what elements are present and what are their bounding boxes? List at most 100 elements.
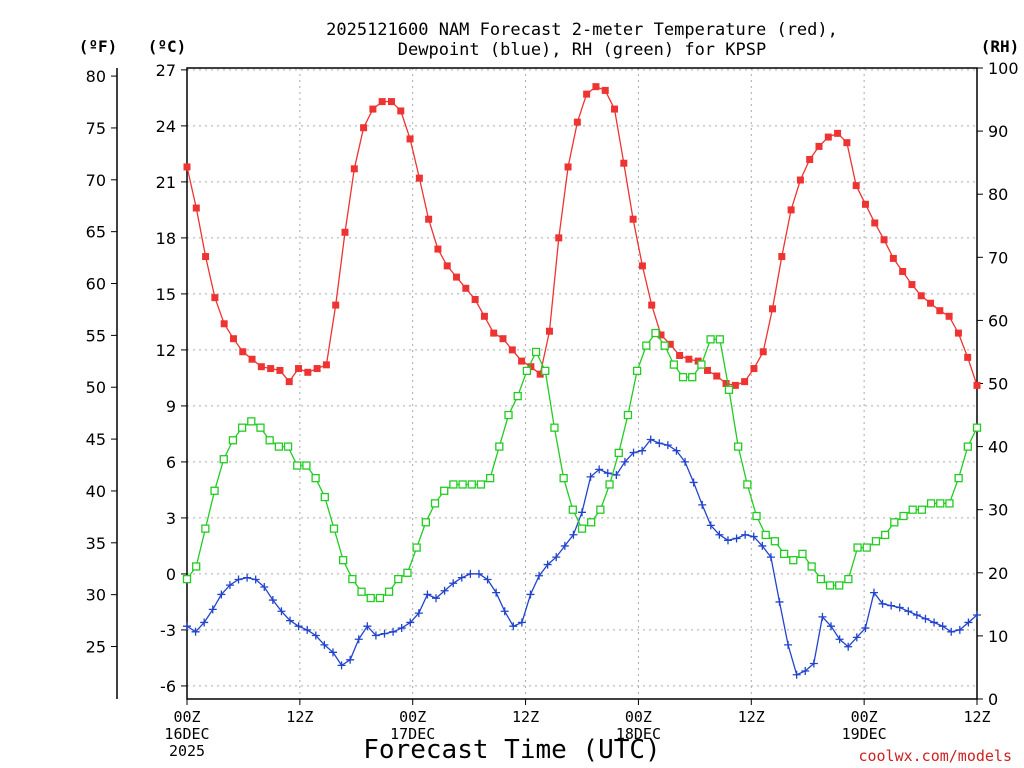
rh-point — [550, 423, 559, 432]
dewpoint-point — [861, 624, 870, 633]
celsius-tick-label: 3 — [166, 509, 176, 528]
temperature-point — [267, 365, 275, 373]
temperature-point — [861, 200, 869, 208]
dewpoint-point — [234, 575, 243, 584]
dewpoint-point — [268, 596, 277, 605]
x-tick-label: 12Z — [512, 708, 539, 726]
dewpoint-point — [698, 500, 707, 509]
temperature-point — [824, 133, 832, 141]
dewpoint-point — [895, 603, 904, 612]
rh-point — [899, 511, 908, 521]
temperature-point — [434, 245, 442, 253]
dewpoint-point — [921, 614, 930, 623]
dewpoint-point — [380, 629, 389, 638]
rh-point — [890, 518, 899, 527]
fahrenheit-tick-label: 60 — [86, 275, 106, 294]
temperature-point — [192, 204, 200, 212]
temperature-point — [945, 312, 953, 320]
dewpoint-point — [552, 553, 561, 562]
rh-point — [412, 543, 421, 552]
rh-point — [779, 549, 789, 559]
chart-title-line2: Dewpoint (blue), RH (green) for KPSP — [398, 40, 766, 60]
temperature-point — [229, 335, 237, 343]
rh-point — [274, 442, 284, 451]
temperature-point — [722, 380, 730, 387]
dewpoint-point — [878, 599, 887, 608]
rh-point — [311, 473, 320, 483]
temperature-point — [443, 262, 451, 270]
celsius-tick-label: 21 — [156, 173, 176, 192]
rh-point — [192, 562, 201, 571]
rh-point — [440, 486, 449, 495]
dewpoint-point — [320, 640, 329, 649]
temperature-point — [471, 295, 479, 303]
dewpoint-point — [569, 530, 578, 539]
rh-point — [339, 556, 348, 565]
x-tick-label: 12Z — [963, 708, 990, 726]
dewpoint-point — [517, 618, 526, 627]
fahrenheit-tick-label: 55 — [86, 326, 106, 345]
dewpoint-point — [243, 573, 252, 582]
dewpoint-point — [629, 448, 638, 457]
rh-tick-label: 40 — [988, 438, 1008, 457]
temperature-point — [518, 357, 526, 365]
temperature-point — [369, 105, 377, 113]
rh-point — [660, 341, 669, 350]
dewpoint-point — [801, 666, 810, 675]
rh-point — [421, 518, 430, 527]
temperature-point — [248, 355, 256, 363]
temperature-point — [648, 301, 656, 309]
temperature-point — [453, 273, 461, 281]
rh-point — [182, 574, 192, 584]
rh-point — [531, 347, 541, 357]
temperature-point — [536, 370, 544, 378]
temperature-point — [397, 107, 405, 115]
x-axis-label: Forecast Time (UTC) — [363, 735, 660, 765]
rh-point — [559, 473, 568, 483]
temperature-point — [583, 90, 591, 98]
temperature-point — [527, 363, 535, 371]
rh-point — [917, 505, 927, 514]
temperature-point — [285, 378, 293, 386]
dewpoint-point — [208, 605, 217, 614]
temperature-point — [202, 253, 210, 261]
rh-point — [467, 480, 476, 489]
dewpoint-line — [186, 438, 978, 676]
dewpoint-point — [672, 446, 681, 455]
temperature-point — [406, 135, 414, 143]
rh-point — [936, 499, 945, 508]
temperature-point — [954, 329, 962, 337]
rh-point — [798, 549, 807, 559]
fahrenheit-tick-label: 50 — [86, 378, 106, 397]
temperature-point — [685, 355, 693, 363]
temperature-point — [908, 281, 916, 289]
rh-tick-label: 100 — [988, 59, 1019, 78]
dewpoint-point — [294, 622, 303, 631]
temperature-point — [332, 301, 340, 309]
rh-tick-label: 70 — [988, 248, 1008, 267]
rh-point — [669, 360, 679, 369]
dewpoint-point — [638, 446, 647, 455]
temperature-point — [629, 215, 637, 223]
dewpoint-point — [706, 521, 715, 530]
plot-frame — [186, 67, 978, 700]
temperature-point — [601, 86, 609, 94]
temperature-line — [186, 85, 978, 387]
rh-tick-label: 30 — [988, 501, 1008, 520]
temperature-point — [555, 234, 563, 242]
rh-unit-label: (RH) — [981, 37, 1020, 56]
rh-point — [302, 461, 311, 470]
temperature-point — [620, 159, 628, 167]
axes: -6 -3 0 3 6 9 12 15 18 21 24 27 25 30 35 40 45 50 55 60 65 70… — [86, 59, 1019, 760]
temperature-point — [341, 228, 349, 236]
temperature-point — [360, 124, 368, 132]
rh-point — [403, 568, 412, 577]
rh-point — [485, 473, 495, 483]
dewpoint-point — [535, 571, 544, 580]
rh-tick-label: 10 — [988, 627, 1008, 646]
x-tick-label: 00Z — [173, 708, 200, 726]
dewpoint-point — [766, 553, 775, 562]
rh-point — [449, 480, 458, 489]
dewpoint-point — [852, 633, 861, 642]
fahrenheit-tick-label: 40 — [86, 482, 106, 501]
